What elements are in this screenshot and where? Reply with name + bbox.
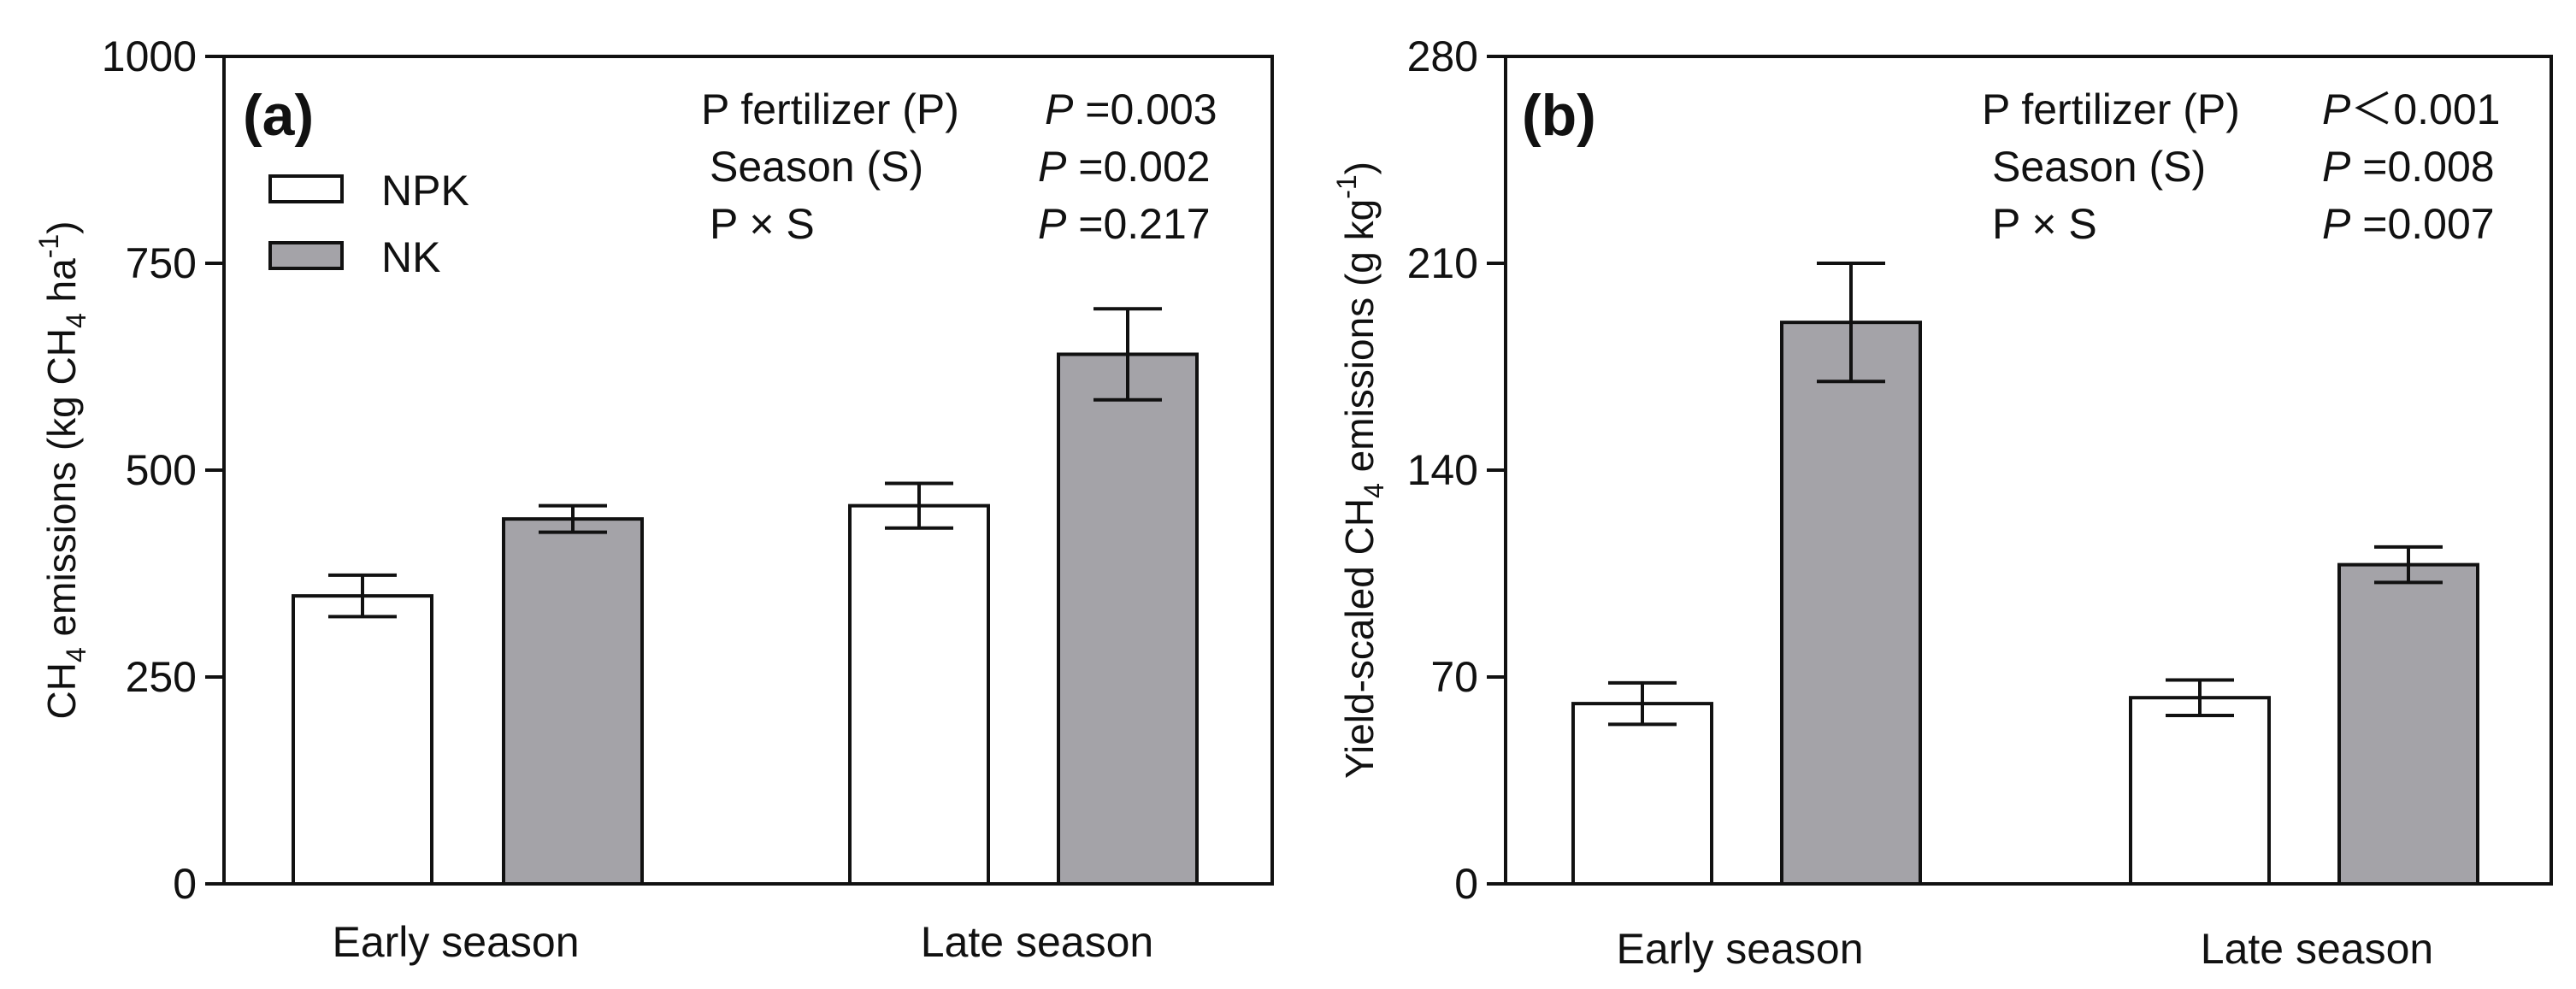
a-category-label-early: Early season <box>332 918 579 966</box>
b-stat-value-s: P =0.008 <box>2322 143 2495 191</box>
a-stat-value-s: P =0.002 <box>1038 143 1211 191</box>
a-category-label-late: Late season <box>921 918 1153 966</box>
b-category-label-late: Late season <box>2201 925 2433 973</box>
a-bar-npk-early <box>292 594 433 886</box>
a-bars-group <box>292 307 1199 886</box>
b-y-axis-label: Yield-scaled CH4 emissions (g kg-1) <box>1331 162 1389 779</box>
a-y-axis-label: CH4 emissions (kg CH4 ha-1) <box>33 221 91 720</box>
b-y-ticks-group: 0 70 140 210 280 <box>1407 32 1506 908</box>
a-error-bar-nk-late <box>1093 307 1162 402</box>
a-bar-npk-late <box>848 503 990 886</box>
b-y-tick-label: 210 <box>1407 239 1478 287</box>
a-y-tick-label: 750 <box>126 239 197 287</box>
b-bar-nk-late <box>2337 562 2479 886</box>
b-error-bar-nk-early <box>1817 262 1885 384</box>
b-error-bar-nk-late <box>2374 545 2443 585</box>
b-bar-npk-early <box>1571 702 1713 886</box>
a-bar-nk-early <box>502 517 644 886</box>
b-plot-frame <box>1504 55 2553 886</box>
b-stat-label-s: Season (S) <box>1992 143 2206 191</box>
b-error-bar-npk-late <box>2166 678 2234 717</box>
b-y-tick-label: 0 <box>1454 860 1478 908</box>
b-bar-nk-early <box>1780 321 1922 886</box>
a-legend-swatch-nk <box>268 241 344 270</box>
a-panel-label: (a) <box>243 83 314 148</box>
b-panel-label: (b) <box>1522 83 1596 148</box>
b-error-bar-npk-early <box>1608 680 1677 727</box>
b-stat-value-p: P＜0.001 <box>2322 85 2500 133</box>
b-y-tick-label: 280 <box>1407 32 1478 80</box>
a-y-tick-label: 250 <box>126 653 197 701</box>
b-bar-npk-late <box>2129 696 2271 886</box>
a-y-tick-label: 0 <box>173 860 197 908</box>
a-legend-label-nk: NK <box>381 233 440 281</box>
a-plot-frame <box>222 55 1274 886</box>
b-bars-group <box>1571 262 2479 886</box>
a-stat-label-s: Season (S) <box>710 143 923 191</box>
a-legend-label-npk: NPK <box>381 167 469 215</box>
panel-b: 0 70 140 210 280 (b) P fertilizer (P) P＜0.00… <box>1331 32 2553 973</box>
a-stat-label-p: P fertilizer (P) <box>701 85 959 133</box>
a-stat-value-pxs: P =0.217 <box>1038 200 1211 248</box>
a-y-tick-label: 500 <box>126 446 197 494</box>
b-stat-value-pxs: P =0.007 <box>2322 200 2495 248</box>
a-stat-value-p: P =0.003 <box>1045 85 1217 133</box>
a-bar-nk-late <box>1057 352 1199 886</box>
b-stat-label-pxs: P × S <box>1992 200 2097 248</box>
a-y-tick-label: 1000 <box>102 32 197 80</box>
b-y-tick-label: 70 <box>1430 653 1478 701</box>
panel-a: 0 250 500 750 1000 (a) NPK NK P fertilizer (… <box>33 32 1274 966</box>
b-stat-label-p: P fertilizer (P) <box>1982 85 2240 133</box>
a-legend-swatch-npk <box>268 174 344 203</box>
a-error-bar-npk-early <box>328 573 397 619</box>
a-y-ticks-group: 0 250 500 750 1000 <box>102 32 224 908</box>
b-category-label-early: Early season <box>1616 925 1863 973</box>
b-y-tick-label: 140 <box>1407 446 1478 494</box>
a-error-bar-npk-late <box>885 481 953 530</box>
a-error-bar-nk-early <box>539 503 607 534</box>
a-stat-label-pxs: P × S <box>710 200 815 248</box>
